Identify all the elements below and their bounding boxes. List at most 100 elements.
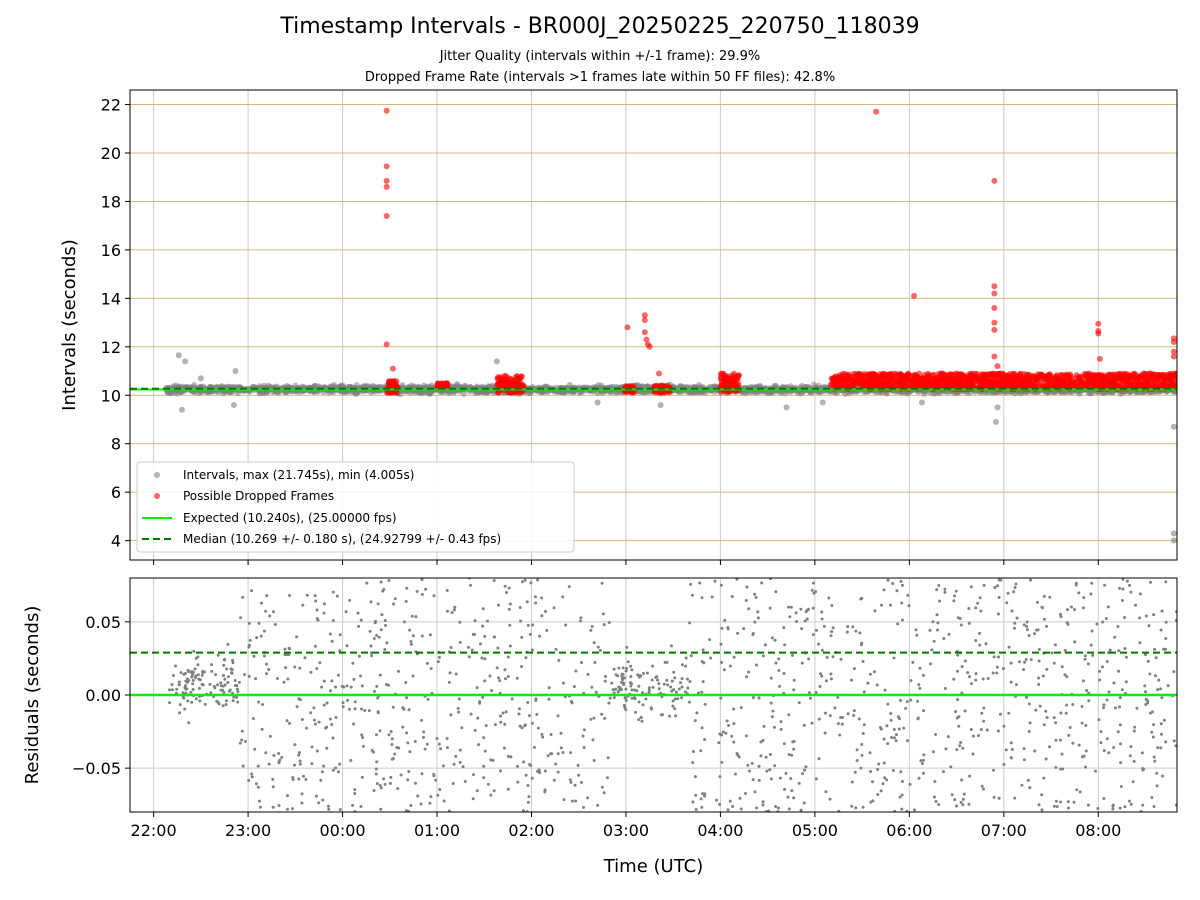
residual-point [349, 685, 353, 689]
residual-point [702, 794, 706, 798]
dropped-point [1016, 374, 1023, 381]
dropped-point [991, 305, 998, 312]
residual-point [701, 792, 705, 796]
residual-point [961, 797, 965, 801]
residual-point [703, 737, 707, 741]
residual-point [598, 648, 602, 652]
residual-point [556, 714, 560, 718]
residual-point [504, 591, 508, 595]
residual-point [918, 686, 922, 690]
top-axes-frame [129, 89, 1178, 561]
residual-point [435, 736, 439, 740]
residual-point [1118, 742, 1122, 746]
dropped-point [978, 373, 985, 380]
residual-point [1080, 705, 1084, 709]
residual-point [559, 746, 563, 750]
residual-point [191, 678, 195, 682]
dropped-point [513, 373, 520, 380]
residual-point [401, 725, 405, 729]
dropped-point [641, 329, 648, 336]
bottom-ytick-label: 0.05 [85, 613, 121, 632]
residual-point [240, 738, 244, 742]
residual-point [1058, 738, 1062, 742]
dropped-point [1140, 380, 1147, 387]
top-ytick-label: 16 [101, 241, 121, 260]
residual-point [1097, 718, 1101, 722]
residual-point [674, 690, 678, 694]
residual-point [952, 599, 956, 603]
residual-point [533, 595, 537, 599]
residual-point [935, 613, 939, 617]
residual-point [1117, 649, 1121, 653]
residual-point [860, 742, 864, 746]
chart-subtitle-jitter: Jitter Quality (intervals within +/-1 fr… [439, 49, 761, 64]
residual-point [1052, 716, 1056, 720]
residual-point [959, 740, 963, 744]
residual-point [905, 739, 909, 743]
residual-point [231, 661, 235, 665]
residual-point [526, 700, 530, 704]
residual-point [676, 697, 680, 701]
residual-point [264, 609, 268, 613]
residual-point [750, 761, 754, 765]
interval-point [353, 382, 360, 389]
dropped-point [956, 380, 963, 387]
residual-point [425, 742, 429, 746]
residual-point [1037, 683, 1041, 687]
residual-point [1152, 755, 1156, 759]
residual-point [452, 608, 456, 612]
residual-point [683, 690, 687, 694]
residual-point [699, 797, 703, 801]
dropped-point [855, 373, 862, 380]
residual-point [739, 807, 743, 811]
residual-point [768, 606, 772, 610]
dropped-point [876, 378, 883, 385]
dropped-point [441, 383, 448, 390]
residual-point [1116, 730, 1120, 734]
dropped-point [1093, 381, 1100, 388]
dropped-point [1087, 377, 1094, 384]
top-ytick-label: 22 [101, 96, 121, 115]
dropped-point [1107, 377, 1114, 384]
residual-point [981, 787, 985, 791]
residual-point [259, 601, 263, 605]
residual-point [271, 777, 275, 781]
dropped-point [1112, 375, 1119, 382]
residual-point [201, 683, 205, 687]
residual-point [298, 666, 302, 670]
dropped-point [991, 177, 998, 184]
residual-point [996, 584, 1000, 588]
residual-point [805, 617, 809, 621]
residual-point [892, 728, 896, 732]
residual-point [499, 714, 503, 718]
residual-point [486, 782, 490, 786]
residual-point [855, 758, 859, 762]
residual-point [515, 676, 519, 680]
dropped-point [970, 373, 977, 380]
residual-point [967, 621, 971, 625]
residual-point [286, 807, 290, 811]
dropped-point [991, 283, 998, 290]
residual-point [647, 690, 651, 694]
dropped-point [998, 372, 1005, 379]
residual-point [745, 675, 749, 679]
residual-point [720, 626, 724, 630]
residual-point [1128, 754, 1132, 758]
residual-point [310, 745, 314, 749]
interval-point [493, 358, 500, 365]
residual-point [516, 764, 520, 768]
residual-point [753, 790, 757, 794]
residual-point [272, 754, 276, 758]
residual-point [322, 602, 326, 606]
residual-point [814, 777, 818, 781]
interval-point [232, 368, 239, 375]
interval-point [261, 390, 268, 397]
dropped-point [1093, 372, 1100, 379]
residual-point [850, 804, 854, 808]
residual-point [955, 804, 959, 808]
residual-point [909, 698, 913, 702]
residual-point [420, 634, 424, 638]
residual-point [1037, 676, 1041, 680]
residual-point [301, 774, 305, 778]
residual-point [590, 624, 594, 628]
